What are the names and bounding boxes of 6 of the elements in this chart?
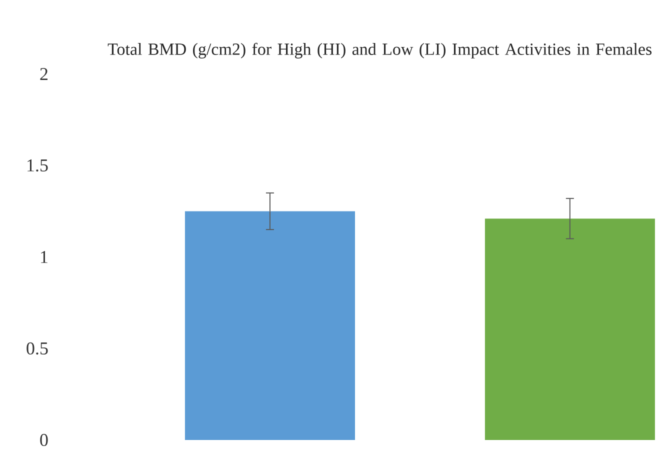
y-tick-label: 0.5 (26, 342, 48, 355)
y-tick-label: 1 (41, 250, 48, 263)
y-tick-label: 0 (40, 434, 48, 446)
chart-title: Total BMD (g/cm2) for High (HI) and Low (LI) Impact Activities in Females (108, 42, 652, 58)
y-tick-label: 1.5 (28, 159, 48, 172)
y-tick-label: 2 (40, 68, 48, 80)
